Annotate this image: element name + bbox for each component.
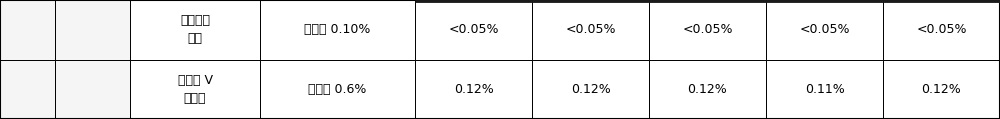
Text: <0.05%: <0.05% bbox=[916, 23, 967, 36]
Text: 单个未知
杂质: 单个未知 杂质 bbox=[180, 14, 210, 45]
Bar bbox=[0, 60, 55, 119]
Text: 不得过 0.6%: 不得过 0.6% bbox=[308, 83, 367, 96]
Text: 0.12%: 0.12% bbox=[922, 83, 961, 96]
Text: <0.05%: <0.05% bbox=[682, 23, 733, 36]
Bar bbox=[883, 0, 1000, 60]
Bar bbox=[260, 60, 415, 119]
Text: 除杂质 V
总杂质: 除杂质 V 总杂质 bbox=[178, 74, 212, 105]
Bar bbox=[130, 60, 260, 119]
Text: 0.12%: 0.12% bbox=[454, 83, 493, 96]
Bar bbox=[883, 60, 1000, 119]
Text: <0.05%: <0.05% bbox=[565, 23, 616, 36]
Bar bbox=[532, 0, 649, 60]
Text: 0.12%: 0.12% bbox=[571, 83, 610, 96]
Text: 0.11%: 0.11% bbox=[805, 83, 844, 96]
Bar bbox=[0, 0, 55, 60]
Bar bbox=[260, 0, 415, 60]
Text: 0.12%: 0.12% bbox=[688, 83, 727, 96]
Bar bbox=[415, 60, 532, 119]
Bar bbox=[55, 0, 130, 60]
Bar bbox=[55, 60, 130, 119]
Text: <0.05%: <0.05% bbox=[448, 23, 499, 36]
Text: 不得过 0.10%: 不得过 0.10% bbox=[304, 23, 371, 36]
Bar bbox=[649, 0, 766, 60]
Bar bbox=[766, 60, 883, 119]
Bar bbox=[532, 60, 649, 119]
Bar bbox=[649, 60, 766, 119]
Bar bbox=[415, 0, 532, 60]
Bar bbox=[766, 0, 883, 60]
Text: <0.05%: <0.05% bbox=[799, 23, 850, 36]
Bar bbox=[130, 0, 260, 60]
